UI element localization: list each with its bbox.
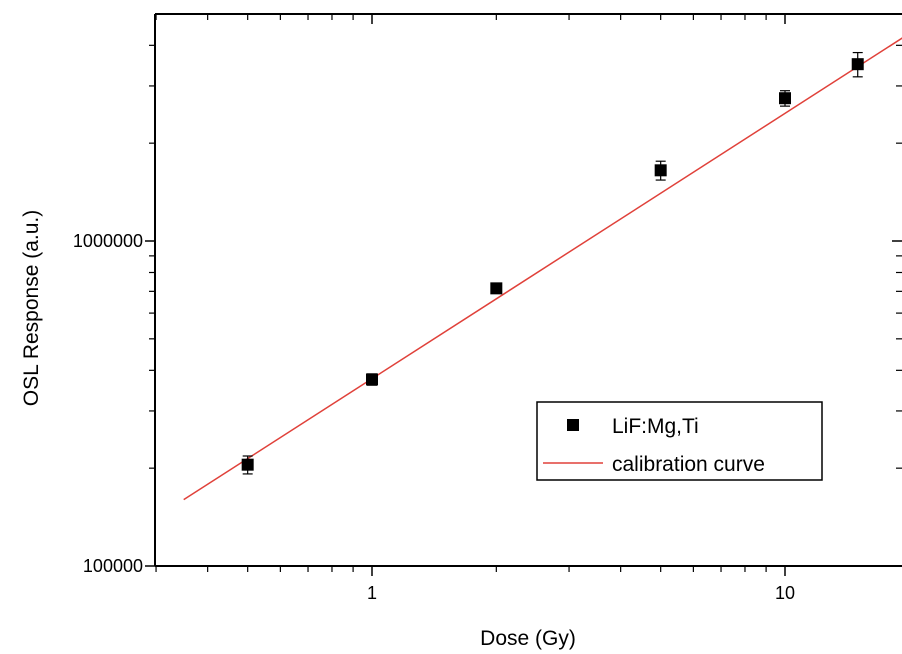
x-tick-label: 10: [775, 583, 795, 603]
plot-axes: [154, 13, 902, 567]
data-point-marker: [490, 282, 503, 295]
legend-box: [536, 401, 823, 481]
data-point-marker: [654, 164, 667, 177]
calibration-curve-line: [183, 37, 902, 501]
data-point-marker: [241, 458, 254, 471]
axis-tick-labels: 1 10 100000 1000000: [73, 231, 795, 603]
legend-marker-square: [567, 419, 579, 431]
legend-label-series-1: LiF:Mg,Ti: [612, 415, 699, 438]
axis-ticks: [145, 14, 902, 576]
legend: LiF:Mg,Ti calibration curve: [536, 401, 823, 481]
x-axis-title: Dose (Gy): [480, 627, 576, 650]
y-tick-label: 100000: [83, 556, 143, 576]
data-points-layer: [241, 51, 864, 475]
y-axis-title: OSL Response (a.u.): [20, 210, 43, 407]
data-point-marker: [366, 373, 378, 386]
data-point-marker: [779, 92, 791, 105]
data-point-marker: [851, 58, 864, 71]
x-tick-label: 1: [367, 583, 377, 603]
legend-label-series-2: calibration curve: [612, 453, 765, 476]
y-tick-label: 1000000: [73, 231, 143, 251]
calibration-curve-layer: [183, 37, 902, 501]
